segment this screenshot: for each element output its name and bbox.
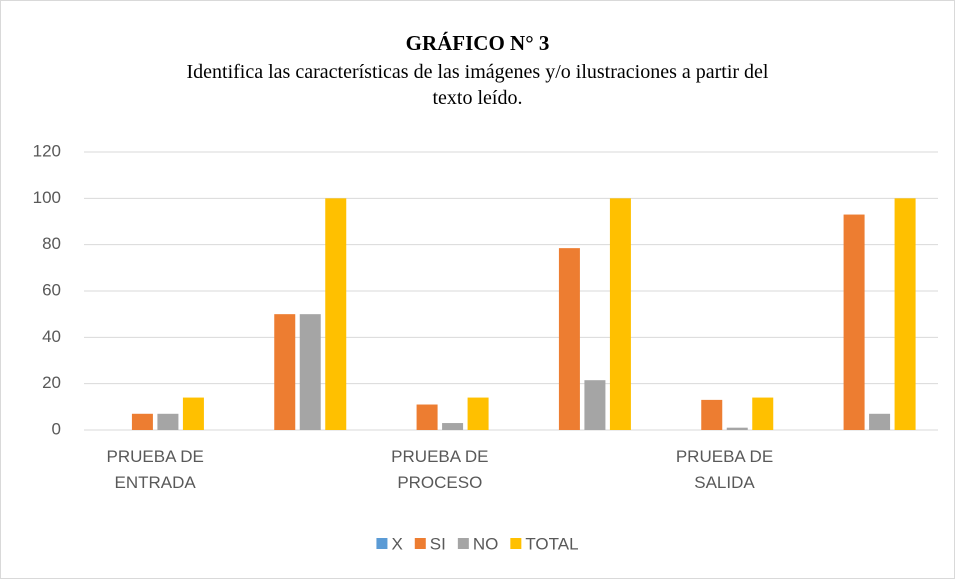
bar — [182, 397, 204, 430]
y-tick-label: 40 — [42, 327, 61, 346]
bar — [442, 423, 464, 430]
bar — [157, 413, 179, 430]
y-tick-label: 80 — [42, 234, 61, 253]
legend-swatch — [510, 538, 522, 549]
legend-label: X — [391, 534, 402, 553]
y-tick-label: 20 — [42, 373, 61, 392]
legend-label: TOTAL — [525, 534, 578, 553]
bar — [416, 404, 438, 430]
y-tick-label: 100 — [33, 188, 61, 207]
chart-title: GRÁFICO N° 3 — [405, 31, 550, 55]
x-tick-label: PRUEBA DE ENTRADA — [106, 447, 204, 492]
bar — [609, 198, 631, 430]
bar — [131, 413, 153, 430]
chart-subtitle: Identifica las características de las im… — [186, 61, 769, 109]
bar — [701, 399, 723, 430]
bar — [869, 413, 891, 430]
legend-swatch — [457, 538, 469, 549]
bar — [467, 397, 489, 430]
legend-label: NO — [473, 534, 499, 553]
bar — [726, 427, 748, 430]
x-tick-label: PRUEBA DE SALIDA — [675, 447, 774, 492]
legend-label: SI — [430, 534, 446, 553]
bar — [843, 214, 865, 430]
bar — [325, 198, 347, 430]
bar — [274, 314, 296, 430]
bar — [299, 314, 321, 430]
y-tick-label: 60 — [42, 280, 61, 299]
x-tick-label: PRUEBA DE PROCESO — [391, 447, 489, 492]
bar — [558, 248, 580, 430]
bar — [894, 198, 916, 430]
legend-swatch — [376, 538, 388, 549]
legend-swatch — [414, 538, 426, 549]
y-tick-label: 0 — [52, 419, 61, 438]
bar — [752, 397, 774, 430]
y-tick-label: 120 — [33, 141, 61, 160]
bar — [584, 380, 606, 430]
